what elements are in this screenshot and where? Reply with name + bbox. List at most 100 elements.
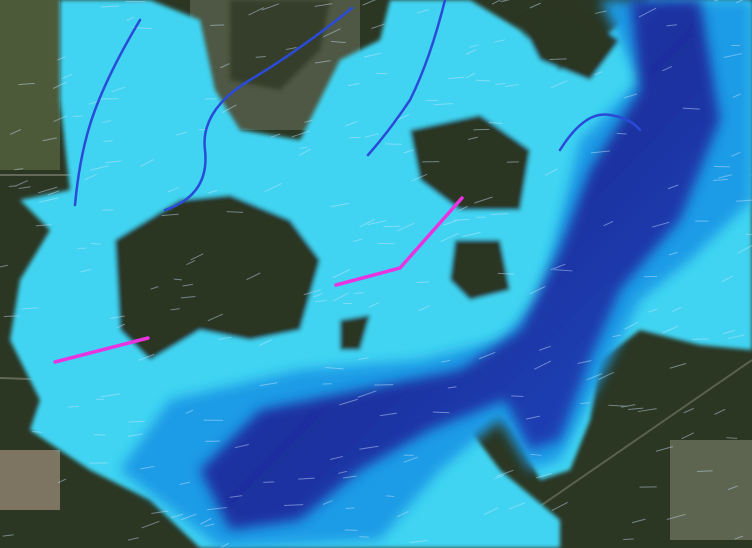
flow-vector <box>553 269 573 272</box>
flow-vector <box>367 220 387 226</box>
flow-vector <box>176 131 188 136</box>
flow-vector <box>534 360 552 370</box>
land-island <box>230 0 330 90</box>
flow-vector <box>344 120 358 127</box>
field-patch <box>0 0 60 170</box>
road <box>519 359 752 521</box>
land-island <box>520 0 620 80</box>
flow-vector <box>662 325 679 334</box>
flow-vector <box>352 238 363 243</box>
flow-vector <box>150 286 159 290</box>
flow-vector <box>469 44 479 48</box>
flow-vector <box>590 150 610 154</box>
flow-vector <box>103 140 113 143</box>
flow-vector <box>713 178 728 182</box>
flow-vector <box>90 165 109 171</box>
flow-vector <box>721 275 734 283</box>
flow-vector <box>259 382 278 387</box>
flow-vector <box>182 283 194 287</box>
flow-vector <box>333 268 351 278</box>
flow-vector <box>89 100 98 105</box>
flow-vector <box>331 40 346 44</box>
flow-vector <box>467 136 478 140</box>
flow-vector <box>483 507 499 516</box>
flow-vector <box>3 315 20 317</box>
flow-vector <box>666 24 677 27</box>
flow-vector <box>494 474 504 480</box>
flow-vector <box>207 506 227 511</box>
flow-vector <box>731 151 741 157</box>
flow-vector <box>127 433 143 437</box>
flow-vector <box>38 186 58 194</box>
flow-vector <box>443 219 460 226</box>
flow-vector <box>505 83 520 88</box>
flow-vector <box>57 56 66 61</box>
flow-vector <box>180 295 196 299</box>
flow-vector <box>529 285 546 295</box>
flow-vector <box>732 93 741 98</box>
flow-vector <box>284 504 304 506</box>
flow-vector <box>264 183 282 193</box>
flow-vector <box>364 52 382 58</box>
flow-vector <box>550 80 568 89</box>
flow-vector <box>681 432 694 440</box>
flow-vector <box>303 289 322 296</box>
flow-vector <box>727 334 745 339</box>
flow-vector <box>347 82 360 87</box>
land-island <box>410 115 530 210</box>
flow-vector <box>745 233 752 236</box>
flow-vector <box>246 272 261 281</box>
flow-vector <box>637 408 657 413</box>
land-island <box>450 240 510 300</box>
flow-vector <box>314 3 333 7</box>
flow-vector <box>100 393 121 398</box>
flow-vector <box>84 173 97 181</box>
flow-vector <box>511 395 524 397</box>
flow-vector <box>140 465 155 470</box>
flow-vector <box>386 495 395 497</box>
flow-vector <box>682 107 700 110</box>
flow-vector <box>42 137 57 142</box>
flow-vector <box>374 384 394 386</box>
river-line <box>558 113 642 152</box>
flow-vector <box>621 404 636 408</box>
flow-vector <box>167 186 180 193</box>
flow-vector <box>179 481 191 485</box>
flow-vector <box>508 502 525 510</box>
flow-vector <box>475 79 491 82</box>
barrier-lines <box>53 196 464 364</box>
flow-vector <box>299 146 308 149</box>
flow-vector <box>18 82 35 86</box>
flow-vector <box>151 510 169 515</box>
land-island <box>115 195 320 360</box>
flow-vector <box>18 186 31 190</box>
flow-vector <box>38 197 59 203</box>
flow-vector <box>458 205 468 212</box>
flow-vector <box>403 149 415 154</box>
flow-vector <box>598 371 614 380</box>
flow-vector <box>440 232 459 243</box>
flow-vector <box>667 184 679 190</box>
flow-vector <box>447 76 465 80</box>
flow-vector <box>718 174 732 179</box>
barrier-line[interactable] <box>334 196 464 287</box>
barrier-line[interactable] <box>53 336 150 364</box>
flow-vector <box>371 23 385 29</box>
flow-vector <box>222 104 237 114</box>
flow-vector <box>359 445 379 450</box>
river-line <box>73 18 142 207</box>
flow-vector <box>669 363 687 369</box>
river-line <box>163 6 354 212</box>
flow-vector <box>128 420 145 423</box>
flow-vector <box>550 263 566 271</box>
flow-vector <box>624 93 637 99</box>
flow-vector <box>396 511 409 518</box>
flow-vector <box>259 339 272 346</box>
flow-vector <box>14 180 29 187</box>
flow-vector <box>90 242 102 245</box>
flow-vector <box>433 102 453 106</box>
flow-vector <box>586 373 603 381</box>
flow-vector <box>204 523 215 527</box>
